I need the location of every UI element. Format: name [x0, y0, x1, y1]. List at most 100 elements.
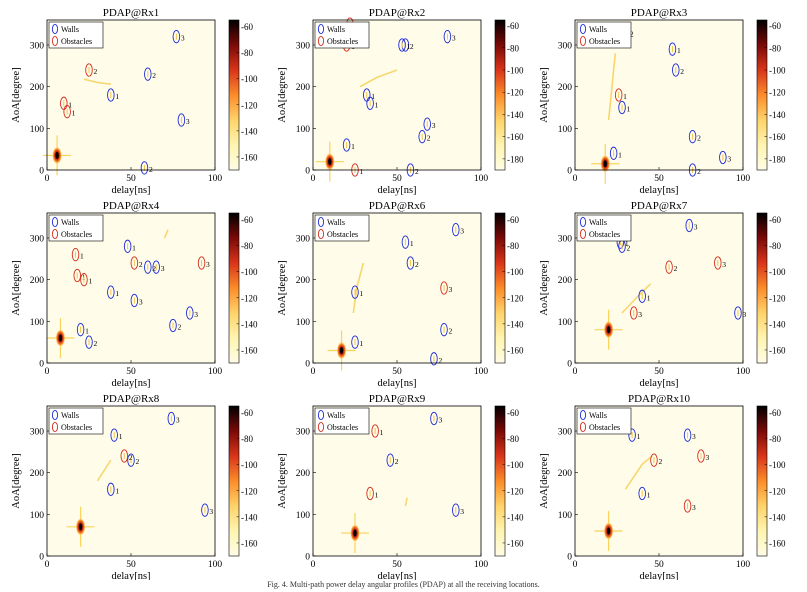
legend-walls-label: Walls [589, 411, 607, 420]
obstacle-marker [650, 453, 658, 467]
wall-marker-label: 2 [427, 134, 431, 143]
wall-marker-label: 1 [407, 42, 411, 51]
wall-marker-label: 3 [460, 507, 464, 516]
y-tick-label: 100 [30, 318, 45, 328]
obstacle-marker [614, 88, 623, 102]
y-tick-label: 0 [567, 553, 572, 563]
colorbar [494, 19, 506, 171]
legend-walls-label: Walls [327, 411, 345, 420]
legend-obstacles-label: Obstacles [327, 37, 358, 46]
x-tick-label: 100 [208, 560, 223, 570]
y-tick-label: 100 [30, 125, 45, 135]
colorbar-tick-label: -180 [769, 154, 786, 164]
obstacle-marker [130, 256, 139, 270]
wall-marker [628, 428, 636, 442]
wall-marker-label: 1 [119, 432, 123, 441]
wall-marker-label: 1 [375, 100, 379, 109]
colorbar-tick-label: -80 [507, 434, 519, 444]
y-tick-label: 200 [558, 83, 573, 93]
y-tick-label: 300 [30, 235, 45, 245]
legend-obstacles-label: Obstacles [589, 423, 620, 432]
y-tick-label: 0 [39, 553, 44, 563]
wall-marker [609, 146, 618, 160]
x-tick-label: 0 [311, 174, 316, 184]
figure-caption: Fig. 4. Multi-path power delay angular p… [267, 580, 540, 589]
panel-title: PDAP@Rx6 [369, 200, 426, 212]
y-tick-label: 200 [30, 469, 45, 479]
y-axis-label: AoA[degree] [539, 453, 550, 508]
wall-marker-label: 2 [438, 356, 442, 365]
y-tick-label: 100 [296, 318, 311, 328]
wall-marker [719, 150, 727, 165]
colorbar-tick-label: -180 [507, 154, 524, 164]
colorbar-tick-label: -80 [769, 241, 781, 251]
wall-marker [169, 318, 177, 333]
legend-walls-label: Walls [61, 25, 79, 34]
wall-marker-label: 3 [181, 34, 185, 43]
x-tick-label: 100 [208, 174, 223, 184]
pdap-panel: 121132323111230501000100200300PDAP@Rx4de… [11, 200, 258, 389]
legend-walls-symbol [317, 216, 325, 228]
wall-marker [201, 503, 209, 517]
wall-marker [110, 428, 118, 442]
multipath-trace [83, 78, 111, 85]
colorbar-tick-label: -100 [507, 267, 524, 277]
colorbar-tick-label: -120 [769, 88, 786, 98]
colorbar-tick-label: -60 [507, 21, 519, 31]
obstacle-marker [80, 273, 88, 287]
y-tick-label: 100 [558, 511, 573, 521]
y-tick-label: 300 [30, 428, 45, 438]
wall-marker-label: 1 [115, 486, 119, 495]
colorbar-tick-label: -160 [507, 345, 524, 355]
colorbar-tick-label: -100 [507, 460, 524, 470]
colorbar-tick-label: -160 [769, 345, 786, 355]
wall-marker [452, 223, 460, 237]
los-peak-core [353, 529, 357, 537]
obstacle-marker-label: 1 [88, 277, 92, 286]
colorbar-tick-label: -60 [769, 215, 781, 225]
y-tick-label: 0 [39, 167, 44, 177]
x-tick-label: 50 [392, 174, 402, 184]
wall-marker [423, 117, 431, 131]
legend-walls-symbol [51, 216, 59, 228]
wall-marker-label: 2 [627, 243, 631, 252]
colorbar-tick-label: -80 [507, 241, 519, 251]
wall-marker [177, 113, 186, 127]
obstacle-marker [440, 281, 448, 295]
colorbar-tick-label: -140 [241, 126, 258, 136]
colorbar-tick-label: -60 [241, 22, 253, 32]
y-axis-label: AoA[degree] [11, 260, 22, 315]
legend-obstacles-symbol [579, 228, 587, 240]
panel-title: PDAP@Rx8 [103, 393, 160, 405]
wall-marker-label: 2 [94, 339, 98, 348]
wall-marker-label: 2 [415, 167, 419, 176]
colorbar-tick-label: -160 [507, 132, 524, 142]
obstacle-marker-label: 1 [72, 109, 76, 118]
y-tick-label: 0 [567, 167, 572, 177]
pdap-panel: 11122231120501000100200300PDAP@Rx3delay[… [539, 7, 786, 196]
y-tick-label: 100 [558, 125, 573, 135]
obstacle-marker [71, 248, 80, 262]
legend-box [48, 214, 104, 242]
colorbar-tick-label: -100 [769, 66, 786, 76]
y-axis-label: AoA[degree] [539, 67, 550, 122]
pdap-panel: 1 1 1 2 2 2 3 3 0 50 100 0 100 200 300 PDAP@Rx6 delay[ns… [277, 200, 524, 389]
wall-marker-label: 3 [194, 310, 198, 319]
wall-marker [683, 428, 692, 442]
colorbar [228, 405, 240, 557]
wall-marker-label: 3 [460, 227, 464, 236]
wall-marker-label: 2 [410, 42, 414, 51]
colorbar [228, 19, 240, 171]
wall-marker-label: 2 [680, 67, 684, 76]
colorbar [756, 212, 768, 364]
wall-marker [130, 293, 139, 308]
y-tick-label: 0 [305, 553, 310, 563]
colorbar-tick-label: -60 [507, 408, 519, 418]
los-peak-core [58, 334, 63, 342]
wall-marker-label: 1 [618, 150, 622, 159]
colorbar-tick-label: -80 [241, 241, 253, 251]
legend-box [314, 21, 370, 49]
obstacle-marker-label: 2 [674, 264, 678, 273]
wall-marker [440, 323, 448, 337]
